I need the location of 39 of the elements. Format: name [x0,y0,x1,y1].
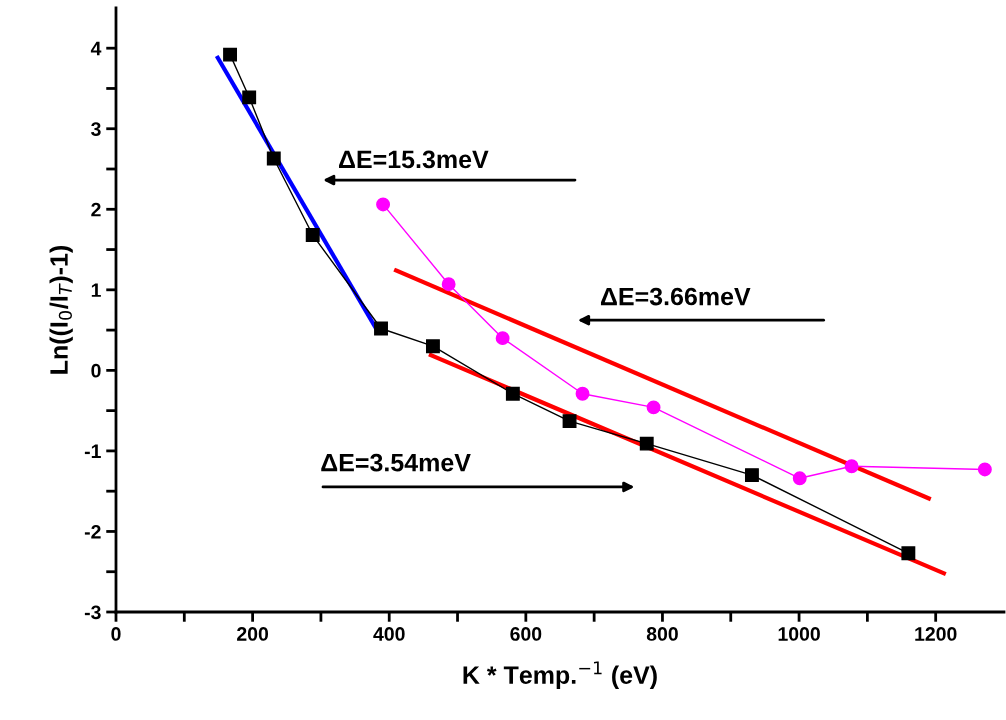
point [977,462,992,477]
y-tick-label: 4 [90,41,102,56]
point [495,331,510,346]
x-axis-title: K * Temp.$^{−1}$ (eV) [463,661,657,689]
y-tick-label: 0 [91,363,101,378]
y-axis-title: Ln((I$_{0}$/I$_{T}$)-1) [49,246,73,374]
point [374,321,388,336]
y-tick-label: -1 [84,444,101,458]
x-tick-label: 0 [111,627,121,641]
point [425,339,440,354]
point [901,546,916,561]
point [575,386,590,401]
x-tick-label: 1200 [915,627,957,641]
y-tick-label: -3 [84,605,101,620]
point [646,400,661,415]
point [441,277,456,292]
point [639,436,654,451]
point [505,386,520,401]
y-tick-label: 1 [91,283,101,297]
point [744,468,759,483]
x-tick-label: 400 [373,627,405,641]
y-tick-label: 2 [91,202,101,217]
x-tick-label: 200 [237,627,269,641]
point [266,151,281,166]
point [792,471,807,486]
y-tick-label: -2 [84,524,101,539]
point [223,47,238,62]
annotation: ΔE=3.66meV [600,287,751,306]
annotation: ΔE=3.54meV [321,453,471,472]
point [305,228,320,242]
point [562,414,577,429]
point [242,90,257,105]
x-tick-label: 800 [646,627,678,641]
x-tick-label: 600 [510,627,542,641]
y-tick-label: 3 [91,122,101,136]
point [844,459,859,474]
x-tick-label: 1000 [778,627,820,641]
point [376,197,391,212]
annotation: ΔE=15.3meV [339,150,489,169]
